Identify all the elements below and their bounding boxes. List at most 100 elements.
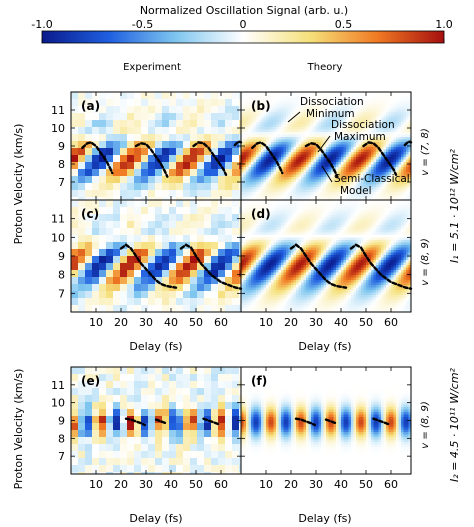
heatmap-cell (301, 302, 304, 306)
heatmap-cell (293, 265, 297, 268)
heatmap-cell (261, 192, 264, 195)
heatmap-cell (343, 147, 347, 150)
heatmap-cell (296, 182, 299, 185)
heatmap-cell (381, 119, 384, 123)
heatmap-cell (301, 179, 304, 183)
heatmap-cell (278, 262, 282, 266)
heatmap-cell (348, 99, 352, 103)
heatmap-cell (321, 192, 324, 195)
heatmap-cell (286, 152, 289, 155)
heatmap-cell (127, 200, 135, 208)
heatmap-cell (183, 176, 191, 184)
heatmap-cell (348, 177, 352, 180)
heatmap-cell (333, 142, 337, 145)
heatmap-cell (251, 240, 254, 243)
heatmap-cell (346, 109, 349, 113)
heatmap-cell (308, 109, 312, 113)
heatmap-cell (204, 270, 212, 278)
heatmap-cell (326, 179, 329, 183)
heatmap-cell (266, 177, 269, 180)
heatmap-cell (283, 99, 287, 103)
heatmap-cell (306, 164, 309, 168)
heatmap-cell (258, 217, 262, 221)
heatmap-cell (263, 230, 267, 233)
heatmap-cell (169, 190, 177, 198)
heatmap-cell (353, 157, 357, 160)
heatmap-cell (281, 247, 284, 251)
heatmap-cell (169, 263, 177, 271)
heatmap-cell (246, 220, 249, 223)
heatmap-cell (318, 139, 322, 143)
heatmap-cell (378, 104, 382, 108)
heatmap-cell (341, 134, 344, 138)
heatmap-cell (336, 162, 339, 165)
heatmap-cell (261, 167, 264, 170)
heatmap-cell (383, 102, 387, 105)
heatmap-cell (328, 109, 332, 113)
heatmap-cell (106, 134, 114, 142)
heatmap-cell (85, 305, 93, 313)
heatmap-cell (263, 242, 267, 246)
heatmap-cell (296, 252, 299, 256)
heatmap-cell (251, 227, 254, 231)
heatmap-cell (241, 280, 244, 283)
heatmap-cell (266, 124, 269, 128)
heatmap-cell (306, 112, 309, 115)
heatmap-cell (378, 169, 382, 173)
heatmap-cell (396, 177, 399, 180)
heatmap-cell (106, 99, 114, 107)
heatmap-cell (278, 169, 282, 173)
heatmap-cell (378, 127, 382, 130)
heatmap-cell (366, 99, 369, 103)
heatmap-cell (293, 277, 297, 281)
heatmap-cell (276, 159, 279, 163)
heatmap-cell (303, 292, 307, 296)
heatmap-cell (396, 159, 399, 163)
heatmap-cell (341, 94, 344, 98)
heatmap-cell (361, 137, 364, 140)
heatmap-cell (256, 117, 259, 120)
heatmap-cell (378, 189, 382, 193)
heatmap-cell (286, 230, 289, 233)
heatmap-cell (381, 154, 384, 158)
heatmap-cell (253, 112, 257, 115)
heatmap-cell (291, 250, 294, 253)
heatmap-cell (341, 132, 344, 135)
heatmap-cell (261, 177, 264, 180)
heatmap-cell (333, 112, 337, 115)
heatmap-cell (218, 200, 226, 208)
heatmap-cell (306, 220, 309, 223)
heatmap-cell (256, 217, 259, 221)
heatmap-cell (268, 297, 272, 301)
colorbar-tick-label: -1.0 (31, 18, 52, 31)
heatmap-cell (241, 265, 244, 268)
heatmap-cell (383, 162, 387, 165)
heatmap-cell (401, 122, 404, 125)
heatmap-cell (296, 230, 299, 233)
heatmap-cell (197, 141, 205, 149)
heatmap-cell (273, 272, 277, 276)
heatmap-cell (301, 144, 304, 148)
heatmap-cell (197, 127, 205, 135)
heatmap-cell (393, 144, 397, 148)
heatmap-cell (246, 247, 249, 251)
heatmap-cell (386, 194, 389, 198)
heatmap-cell (286, 282, 289, 286)
heatmap-cell (271, 217, 274, 221)
heatmap-cell (162, 155, 170, 163)
heatmap-cell (266, 230, 269, 233)
heatmap-cell (308, 92, 312, 95)
heatmap-cell (232, 162, 240, 170)
heatmap-cell (298, 230, 302, 233)
heatmap-cell (283, 157, 287, 160)
heatmap-cell (243, 305, 247, 308)
heatmap-cell (346, 102, 349, 105)
heatmap-cell (301, 285, 304, 288)
heatmap-cell (283, 215, 287, 218)
heatmap-cell (261, 265, 264, 268)
heatmap-cell (298, 277, 302, 281)
heatmap-cell (306, 97, 309, 100)
heatmap-cell (333, 192, 337, 195)
heatmap-cell (286, 179, 289, 183)
heatmap-cell (263, 290, 267, 293)
